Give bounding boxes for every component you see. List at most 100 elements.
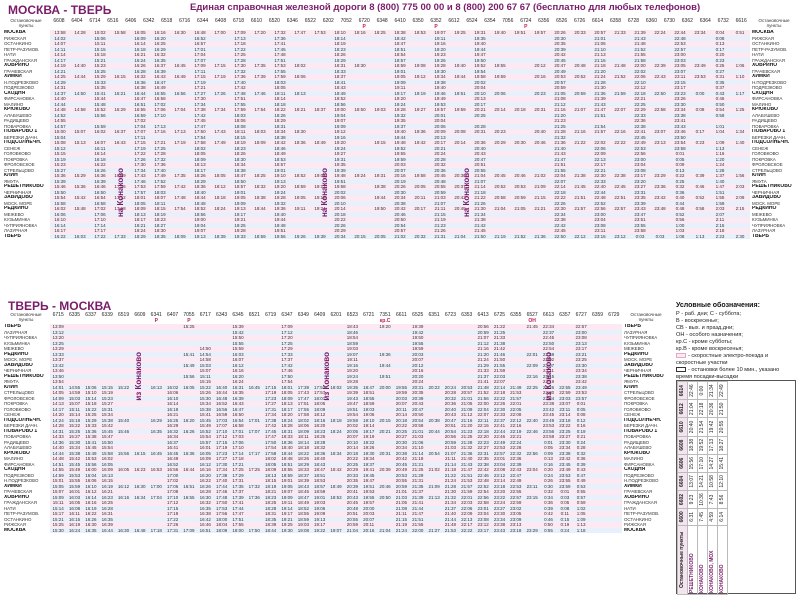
time-cell: 20:15 <box>354 233 366 239</box>
time-cell: 18:05 <box>265 461 277 467</box>
time-cell: 16:24 <box>134 57 146 63</box>
time-cell: 23:38 <box>493 522 506 527</box>
table-row: 14:29 15:33 16:36 16:47 17:19 17:40 18:03 18:41… <box>50 79 750 85</box>
time-cell: 20:48 <box>346 505 358 511</box>
time-cell: 23:43 <box>674 123 686 129</box>
time-cell: 16:06 <box>166 390 179 395</box>
time-cell: 20:18 <box>395 417 408 423</box>
table-row: 15:36 15:29 16:36 16:59 17:43 17:49 17:35 18:26… <box>50 173 750 179</box>
time-cell: 17:15 <box>194 74 206 79</box>
time-cell: 21:45 <box>574 184 586 189</box>
station-name: ЗАВИДОВО <box>624 362 653 368</box>
time-cell: 23:11 <box>526 483 538 489</box>
table-row: 14:13 15:07 15:18 15:27 16:14 15:34 16:52 16:43… <box>50 401 622 407</box>
time-cell: 0:32 <box>576 450 586 456</box>
time-cell: 19:12 <box>314 184 326 189</box>
times-area: 6608 6404 6714 6516 6406 6342 6518 6716 6344 6408… <box>50 18 750 239</box>
time-cell: 19:01 <box>314 494 326 500</box>
time-cell: 1:40 <box>715 178 725 184</box>
time-cell: 21:03 <box>395 494 408 500</box>
station-name: ХОВРИНО <box>624 494 650 500</box>
time-cell: 17:23 <box>215 450 228 456</box>
time-cell: 19:11 <box>346 357 358 362</box>
time-cell: 20:07 <box>346 434 358 439</box>
station-name: ТВЕРЬ <box>752 233 769 239</box>
time-cell: 21:12 <box>461 412 473 417</box>
time-cell: 21:54 <box>594 123 606 129</box>
station-name: ГОЛОВКОВО <box>4 406 31 412</box>
time-cell: 14:20 <box>52 412 64 417</box>
time-cell: 16:16 <box>117 494 130 500</box>
time-cell: 21:09 <box>428 483 440 489</box>
time-cell: 17:43 <box>214 129 226 134</box>
time-cell: 22:56 <box>526 450 538 456</box>
station-name: СХОДНЯ <box>4 90 26 96</box>
time-cell: 20:21 <box>474 107 486 112</box>
time-cell: 20:02 <box>334 189 346 195</box>
table-row: 15:25 16:19 16:30 16:39 17:26 16:46 18:04 17:55… <box>50 522 622 528</box>
station-name: МОСК. МОРЕ <box>624 357 653 362</box>
time-cell: 23:36 <box>654 184 666 189</box>
time-cell: 19:31 <box>374 173 386 178</box>
time-cell: 16:09 <box>199 456 211 461</box>
time-cell: 14:44 <box>54 101 66 107</box>
time-cell: 21:40 <box>444 511 457 516</box>
time-cell: 19:26 <box>294 233 306 239</box>
time-cell: 17:06 <box>154 107 166 112</box>
station-name: КУЗЬМИНКА <box>4 340 31 346</box>
station-name: ПОВАРОВКА <box>4 434 31 439</box>
table-row: 14:55 17:02 17:45 18:06 18:29 19:07 19:35 20:04… <box>50 118 750 124</box>
time-cell: 20:16 <box>534 74 546 79</box>
konakovo-station-name: РЕШЕТНИКОВО <box>687 525 698 595</box>
time-cell: 22:12 <box>634 85 646 90</box>
time-cell: 16:59 <box>134 112 146 118</box>
time-cell: 18:55 <box>363 395 375 401</box>
long-stop-swatch-icon <box>676 367 686 373</box>
train-number: 6721 <box>363 312 375 318</box>
time-cell: 15:38 <box>101 417 113 423</box>
station-name: СЕНЕЖ <box>752 145 769 151</box>
time-cell: 19:26 <box>434 57 446 63</box>
time-cell: 23:04 <box>634 162 646 167</box>
station-name: ФИРСАНОВКА <box>624 461 655 467</box>
time-cell: 17:42 <box>194 112 206 118</box>
table-row: 15:04 17:11 17:54 18:15 18:38 19:16 19:44 20:13… <box>50 134 750 140</box>
time-cell: 0:47 <box>576 472 586 478</box>
time-cell: 22:53 <box>674 41 686 46</box>
station-name: ЯМУГА <box>624 379 639 384</box>
time-cell: 2:30 <box>735 233 745 239</box>
time-cell: 22:33 <box>493 412 506 417</box>
time-cell: 16:21 <box>166 412 179 417</box>
time-cell: 20:45 <box>434 173 446 178</box>
time-cell: 1:00 <box>675 222 685 228</box>
time-cell: 21:28 <box>461 439 473 445</box>
time-cell: 18:31 <box>281 428 293 434</box>
time-cell: 18:33 <box>297 467 309 472</box>
time-cell: 20:47 <box>412 406 424 412</box>
time-cell: 15:59 <box>94 123 106 129</box>
konakovo-label: из Конаково <box>544 352 553 401</box>
time-cell: 17:56 <box>215 511 228 516</box>
time-cell: 23:47 <box>634 211 646 217</box>
time-cell: 17:36 <box>154 162 166 167</box>
time-cell: 18:55 <box>297 511 309 516</box>
time-cell: 21:12 <box>554 101 566 107</box>
station-name: ЛАЗУРНАЯ <box>752 228 776 233</box>
time-cell: 21:25 <box>412 467 424 472</box>
time-cell: 23:18 <box>559 417 571 423</box>
time-cell: 21:36 <box>594 90 606 96</box>
time-cell: 19:44 <box>374 195 386 200</box>
time-cell: 0:39 <box>576 461 586 467</box>
time-cell: 19:05 <box>281 483 293 489</box>
station-name: РАДИЩЕВО <box>4 439 30 445</box>
time-cell: 20:11 <box>395 406 407 412</box>
train-number: 6613 <box>542 312 555 318</box>
time-cell: 17:34 <box>215 467 228 472</box>
time-cell: 16:32 <box>199 500 211 505</box>
time-cell: 2:03 <box>735 184 745 189</box>
time-cell: 20:28 <box>474 123 486 129</box>
time-cell: 14:37 <box>54 90 66 96</box>
time-cell: 17:47 <box>294 30 306 35</box>
time-cell: 23:22 <box>559 423 571 428</box>
